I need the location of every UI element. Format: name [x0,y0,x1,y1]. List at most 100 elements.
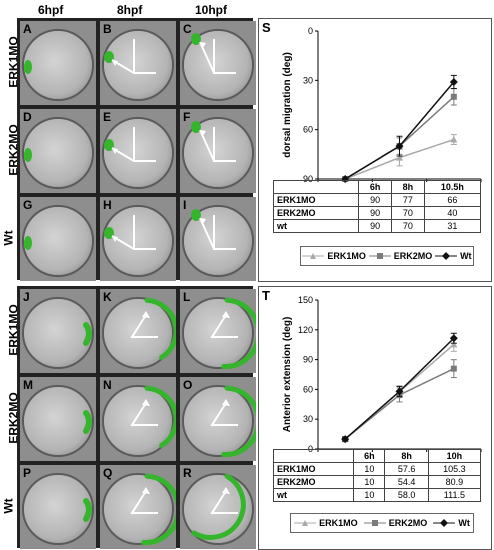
embryo-picture [102,205,174,277]
table-cell: 80.9 [427,475,482,489]
table-row-label: wt [272,488,355,502]
panel-s-letter: S [262,20,271,35]
table-cell: 70 [390,219,425,233]
legend-marker-triangle [294,520,317,526]
panel-letter-j: J [23,290,30,304]
embryo-picture [102,385,176,457]
table-header-10h: 10h [427,449,482,463]
embryo-picture [102,29,174,101]
embryo-image-i: I [180,197,256,281]
table-cell: 54.4 [384,475,429,489]
embryo-image-b: B [100,21,176,105]
column-header-8hpf: 8hpf [117,3,143,17]
table-cell: 10 [353,488,386,502]
table-cell: 111.5 [427,488,482,502]
table-corner [272,180,360,194]
embryo-picture [102,473,176,546]
legend-item-wt: Wt [433,518,470,528]
table-row-label: wt [272,219,360,233]
panel-letter-r: R [183,466,192,480]
panel-letter-p: P [23,466,32,480]
table-cell: 10 [353,475,386,489]
panel-t-letter: T [262,288,270,303]
panel-letter-b: B [103,22,112,36]
legend-label: Wt [458,518,470,528]
embryo-picture [22,29,94,101]
embryo-picture [102,117,174,189]
table-header-8h: 8h [390,180,425,194]
legend-marker-diamond [433,519,456,527]
dorsal-migration-table: 6h 8h 10.5h ERK1MO 90 77 66 ERK2MO 90 70… [272,180,482,233]
embryo-picture [182,473,254,545]
legend-label: ERK1MO [319,518,358,528]
panel-letter-e: E [103,110,112,124]
embryo-image-n: N [100,377,176,461]
table-cell: 90 [358,219,392,233]
table-row: wt 90 70 31 [272,219,482,233]
table-row-label: ERK1MO [272,193,360,207]
panel-letter-g: G [23,198,33,212]
embryo-image-k: K [100,289,176,373]
panel-letter-f: F [183,110,191,124]
legend-label: ERK2MO [388,518,428,528]
table-cell: 66 [423,193,482,207]
panel-s-frame [258,18,492,282]
table-cell: 90 [358,206,392,220]
table-row: wt 10 58.0 111.5 [272,488,482,502]
table-cell: 57.6 [384,462,429,476]
embryo-image-j: J [20,289,96,373]
table-cell: 90 [358,193,392,207]
embryo-image-r: R [180,465,256,549]
table-row-label: ERK2MO [272,206,360,220]
table-row: ERK2MO 90 70 40 [272,206,482,220]
panel-letter-i: I [183,198,187,212]
table-row-label: ERK1MO [272,462,355,476]
anterior-extension-table: 6h 8h 10h ERK1MO 10 57.6 105.3 ERK2MO 10… [272,449,482,502]
embryo-image-m: M [20,377,96,461]
column-header-10hpf: 10hpf [195,3,228,17]
table-header-10-5h: 10.5h [423,180,482,194]
embryo-image-h: H [100,197,176,281]
legend-marker-diamond [435,252,458,260]
table-cell: 105.3 [427,462,482,476]
panel-letter-l: L [183,290,191,304]
panel-letter-c: C [183,22,192,36]
embryo-image-a: A [20,21,96,105]
table-header-6h: 6h [353,449,386,463]
embryo-image-d: D [20,109,96,193]
table-cell: 10 [353,462,386,476]
panel-letter-o: O [183,378,193,392]
panel-letter-n: N [103,378,112,392]
legend-item-erk2mo: ERK2MO [363,518,428,528]
embryo-picture [22,205,94,277]
legend-label: ERK2MO [393,251,433,261]
panel-letter-h: H [103,198,112,212]
legend-label: ERK1MO [327,251,366,261]
table-corner [272,449,355,463]
embryo-picture [22,473,94,545]
embryo-image-o: O [180,377,256,461]
embryo-image-c: C [180,21,256,105]
panel-letter-d: D [23,110,32,124]
row-label-wt-bottom: Wt [1,498,16,514]
embryo-picture [182,297,256,370]
panel-letter-a: A [23,22,32,36]
panel-letter-k: K [103,290,112,304]
legend-item-erk1mo: ERK1MO [294,518,358,528]
table-row: ERK1MO 10 57.6 105.3 [272,462,482,476]
embryo-image-p: P [20,465,96,549]
embryo-image-q: Q [100,465,176,549]
table-cell: 70 [390,206,425,220]
embryo-image-f: F [180,109,256,193]
legend-item-erk2mo: ERK2MO [368,251,433,261]
table-row-label: ERK2MO [272,475,355,489]
table-row: ERK2MO 10 54.4 80.9 [272,475,482,489]
panel-t-frame [258,286,492,550]
legend-item-wt: Wt [435,251,472,261]
legend-marker-triangle [302,253,325,259]
embryo-picture [182,385,256,458]
table-cell: 40 [423,206,482,220]
legend-marker-square [363,520,386,526]
table-cell: 77 [390,193,425,207]
embryo-picture [22,385,94,457]
